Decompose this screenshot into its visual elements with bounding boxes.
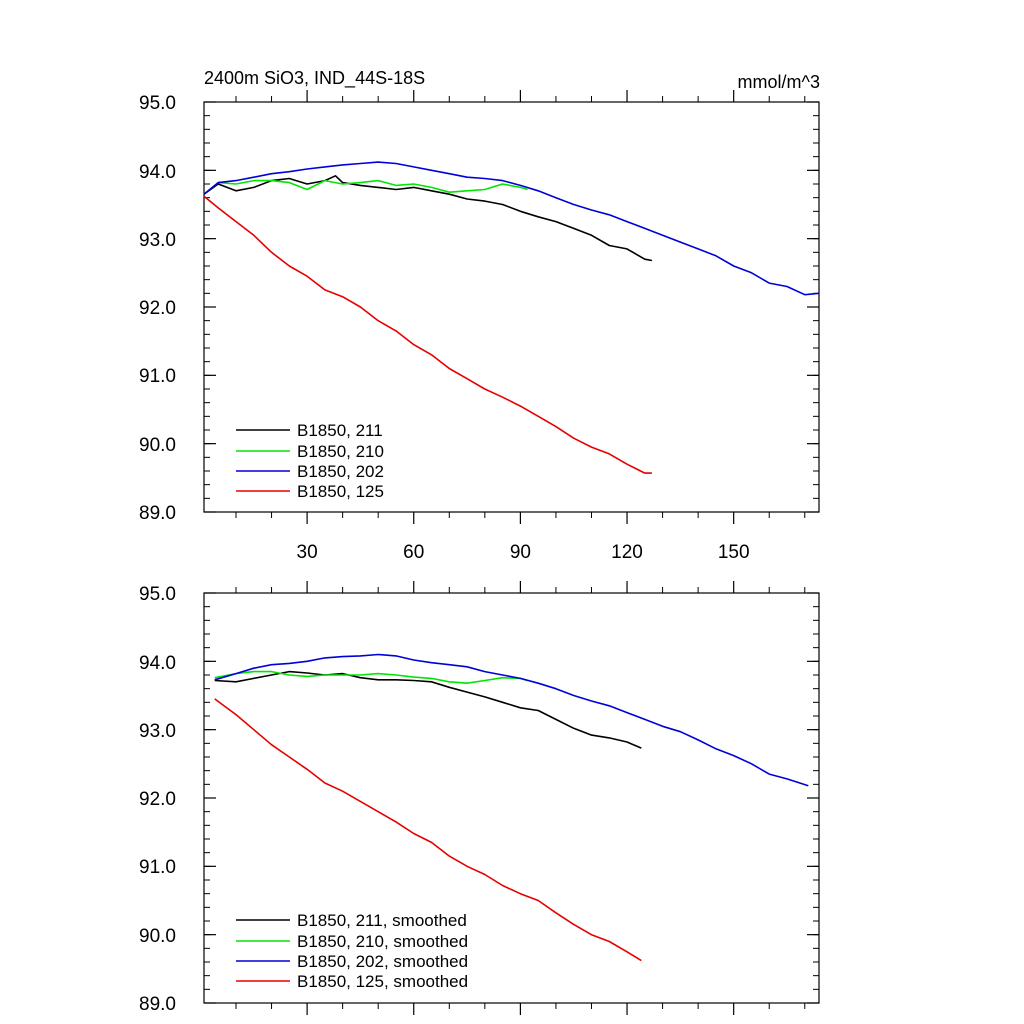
series-line <box>203 195 652 474</box>
x-tick-label: 120 <box>611 542 643 563</box>
major-ticks <box>204 90 819 524</box>
legend-label: B1850, 211 <box>297 421 383 440</box>
series-line <box>214 698 642 962</box>
legend: B1850, 211 B1850, 210 B1850, 202 B1850, … <box>236 421 384 501</box>
y-tick-label: 91.0 <box>139 366 176 387</box>
y-tick-labels: 89.0 90.0 91.0 92.0 93.0 94.0 95.0 <box>139 584 176 1015</box>
y-tick-label: 94.0 <box>139 653 176 674</box>
x-tick-label: 60 <box>403 542 424 563</box>
top-panel: 2400m SiO3, IND_44S-18S mmol/m^3 89.0 90… <box>139 68 820 563</box>
y-tick-label: 90.0 <box>139 926 176 947</box>
y-tick-label: 89.0 <box>139 994 176 1015</box>
y-tick-labels: 89.0 90.0 91.0 92.0 93.0 94.0 95.0 <box>139 93 176 524</box>
series-line <box>203 175 653 262</box>
series-line <box>203 161 820 296</box>
series-lines <box>214 653 809 962</box>
series-line <box>214 670 528 685</box>
y-tick-label: 89.0 <box>139 503 176 524</box>
y-tick-label: 90.0 <box>139 435 176 456</box>
y-tick-label: 95.0 <box>139 584 176 605</box>
series-line <box>203 179 528 195</box>
y-tick-label: 93.0 <box>139 230 176 251</box>
legend-label: B1850, 202, smoothed <box>297 952 468 971</box>
x-tick-label: 30 <box>297 542 318 563</box>
series-line <box>214 670 642 749</box>
chart-title: 2400m SiO3, IND_44S-18S <box>204 68 425 89</box>
y-tick-label: 95.0 <box>139 93 176 114</box>
series-lines <box>203 161 820 474</box>
units-label: mmol/m^3 <box>738 72 820 92</box>
legend: B1850, 211, smoothed B1850, 210, smoothe… <box>236 911 468 991</box>
major-ticks <box>204 581 819 1015</box>
legend-label: B1850, 125, smoothed <box>297 972 468 991</box>
legend-label: B1850, 202 <box>297 462 384 481</box>
series-line <box>214 653 809 787</box>
legend-label: B1850, 125 <box>297 482 384 501</box>
legend-label: B1850, 210 <box>297 442 384 461</box>
bottom-panel: 89.0 90.0 91.0 92.0 93.0 94.0 95.0 B1850… <box>139 581 820 1015</box>
y-tick-label: 93.0 <box>139 721 176 742</box>
legend-label: B1850, 211, smoothed <box>297 911 467 930</box>
x-tick-label: 90 <box>510 542 531 563</box>
y-tick-label: 94.0 <box>139 162 176 183</box>
y-tick-label: 92.0 <box>139 789 176 810</box>
y-tick-label: 91.0 <box>139 857 176 878</box>
legend-label: B1850, 210, smoothed <box>297 932 468 951</box>
x-tick-label: 150 <box>718 542 750 563</box>
x-tick-labels: 30 60 90 120 150 <box>297 542 750 563</box>
y-tick-label: 92.0 <box>139 298 176 319</box>
